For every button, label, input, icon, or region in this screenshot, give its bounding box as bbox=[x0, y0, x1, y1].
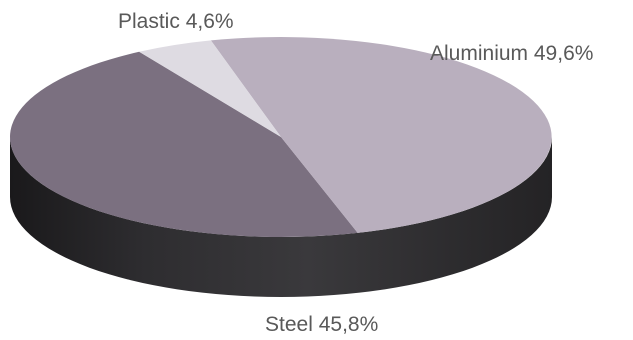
label-plastic: Plastic 4,6% bbox=[118, 10, 234, 33]
label-aluminium: Aluminium 49,6% bbox=[430, 42, 593, 65]
pie-slice-steel bbox=[10, 51, 358, 237]
pie-slice-aluminium bbox=[210, 37, 552, 233]
pie-slice-plastic bbox=[139, 40, 281, 137]
pie-side-wall bbox=[10, 137, 552, 297]
label-steel: Steel 45,8% bbox=[265, 313, 378, 336]
